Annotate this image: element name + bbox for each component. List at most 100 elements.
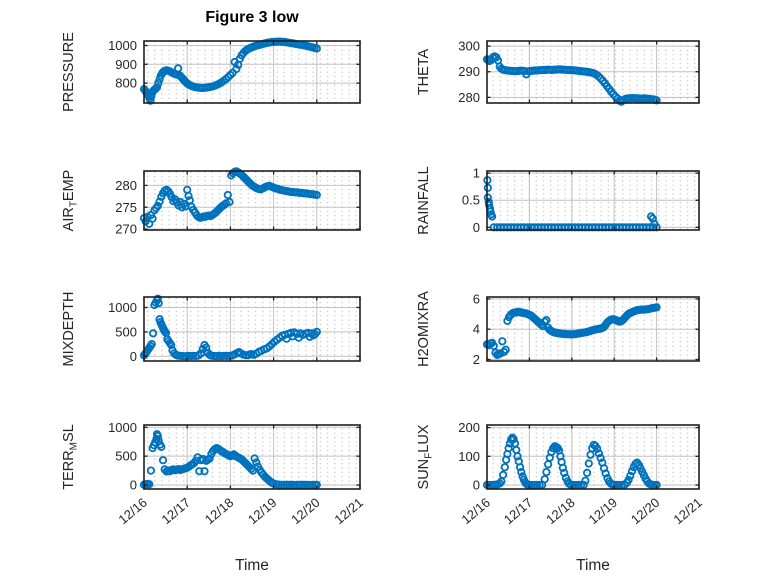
data-points: [482, 52, 661, 106]
figure-title: Figure 3 low: [205, 9, 299, 26]
data-point: [560, 468, 569, 477]
data-point: [232, 64, 241, 74]
data-point: [155, 197, 164, 206]
tick-marks: [486, 425, 700, 489]
data-point: [540, 475, 549, 484]
data-points: [139, 37, 321, 105]
subplot-air_temp: 270 275 280 AIRTEMP: [61, 167, 361, 237]
tick-marks: [143, 41, 361, 103]
data-point: [149, 329, 158, 338]
data-point: [498, 337, 507, 346]
x-tick-label: 12/19: [586, 495, 621, 527]
data-point: [312, 44, 321, 53]
y-tick-label: 0.5: [462, 193, 480, 208]
y-tick-label: 1: [473, 166, 480, 181]
y-axis-label: RAINFALL: [416, 166, 432, 235]
y-tick-label: 280: [458, 90, 480, 105]
data-point: [579, 480, 588, 490]
tick-marks: [143, 171, 361, 230]
data-point: [504, 444, 513, 453]
y-tick-label: 900: [115, 57, 137, 72]
data-point: [158, 456, 168, 465]
data-point: [542, 315, 551, 325]
data-point: [540, 317, 549, 326]
data-point: [153, 294, 162, 303]
data-point: [584, 459, 593, 468]
subplot-pressure: 800 900 1000 PRESSURE: [61, 32, 361, 112]
data-point: [594, 449, 604, 458]
y-tick-label: 2: [473, 352, 480, 367]
data-point: [501, 345, 510, 354]
data-point: [582, 468, 592, 477]
x-tick-label: 12/18: [202, 495, 237, 527]
y-tick-label: 280: [115, 178, 137, 193]
data-point: [154, 79, 163, 88]
y-tick-label: 0: [473, 220, 480, 235]
data-point: [538, 322, 548, 331]
axes-box: [143, 424, 361, 490]
y-tick-label: 275: [115, 200, 137, 215]
data-point: [146, 96, 155, 105]
data-point: [252, 458, 261, 467]
y-tick-label: 1000: [108, 420, 137, 435]
data-point: [184, 191, 193, 200]
y-tick-label: 800: [115, 76, 137, 91]
data-point: [154, 298, 163, 308]
data-point: [601, 469, 610, 478]
data-point: [200, 467, 209, 476]
data-point: [225, 197, 234, 207]
data-point: [205, 454, 214, 463]
data-point: [250, 454, 259, 463]
data-point: [312, 327, 321, 336]
axes-box: [143, 170, 361, 231]
axes-box: [486, 424, 700, 490]
data-point: [593, 444, 602, 453]
y-tick-label: 0: [473, 477, 480, 492]
y-tick-label: 6: [473, 291, 480, 306]
axes-box: [143, 296, 361, 362]
y-tick-label: 1000: [108, 38, 137, 53]
data-point: [612, 480, 621, 490]
x-tick-label: 12/20: [628, 495, 663, 527]
x-tick-label: 12/18: [543, 495, 578, 527]
data-point: [527, 480, 537, 490]
data-point: [195, 467, 204, 476]
y-tick-label: 200: [458, 420, 480, 435]
y-tick-label: 100: [458, 449, 480, 464]
data-point: [624, 475, 633, 484]
data-point: [652, 303, 661, 312]
y-axis-label: THETA: [416, 48, 432, 95]
subplot-rainfall: 0 0.5 1 RAINFALL: [416, 166, 700, 235]
y-tick-label: 4: [473, 322, 480, 337]
y-axis-label: MIXDEPTH: [61, 292, 77, 367]
data-point: [503, 316, 512, 325]
y-tick-label: 270: [115, 222, 137, 237]
data-point: [153, 431, 162, 441]
data-points: [139, 167, 321, 228]
y-axis-label: SUNFLUX: [416, 424, 435, 489]
data-point: [515, 463, 525, 472]
subplot-theta: 280 290 300 THETA: [416, 39, 700, 106]
data-point: [146, 466, 155, 475]
subplot-mixdepth: 0 500 1000 MIXDEPTH: [61, 292, 361, 367]
y-axis-label: H2OMIXRA: [416, 291, 432, 367]
data-point: [223, 190, 232, 200]
data-point: [596, 453, 605, 463]
y-tick-label: 500: [115, 324, 137, 339]
subplot-h2omixra: 2 4 6 H2OMIXRA: [416, 291, 700, 367]
x-tick-label: 12/16: [115, 495, 150, 527]
data-point: [147, 339, 156, 349]
data-points: [139, 294, 321, 361]
data-points: [139, 430, 321, 490]
x-axis-label: Time: [576, 557, 610, 574]
data-point: [509, 434, 518, 444]
axes-box: [143, 40, 361, 104]
data-point: [626, 471, 635, 480]
data-point: [542, 467, 551, 477]
tick-marks: [486, 41, 700, 103]
data-point: [500, 463, 509, 472]
data-point: [532, 480, 542, 490]
x-tick-label: 12/21: [331, 495, 366, 527]
